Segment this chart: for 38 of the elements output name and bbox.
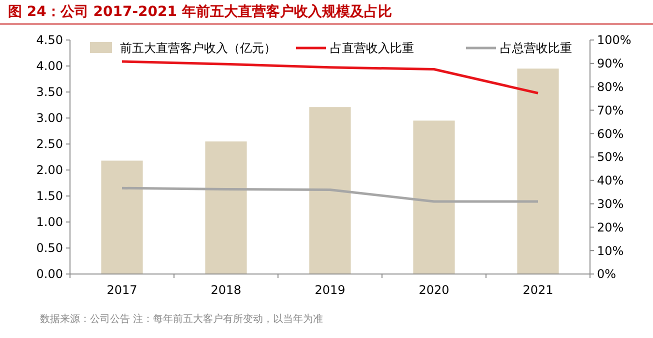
y2-tick-label: 40% <box>597 174 624 188</box>
x-tick-label: 2021 <box>522 283 554 297</box>
y2-tick-label: 60% <box>597 126 624 141</box>
source-note: 数据来源：公司公告 注：每年前五大客户有所变动，以当年为准 <box>40 313 324 325</box>
bar <box>413 120 455 274</box>
y2-tick-label: 50% <box>597 150 624 164</box>
y-tick-label: 0.50 <box>36 241 63 256</box>
y-tick-label: 4.50 <box>36 33 63 48</box>
y2-tick-label: 70% <box>597 103 624 118</box>
legend-label: 前五大直营客户收入（亿元） <box>120 41 276 56</box>
bar <box>101 160 143 274</box>
x-tick-label: 2019 <box>314 283 346 297</box>
y2-tick-label: 90% <box>597 56 624 71</box>
y-tick-label: 1.00 <box>36 215 63 230</box>
y2-tick-label: 80% <box>597 80 624 94</box>
y2-tick-label: 30% <box>597 197 624 211</box>
legend-label: 占直营收入比重 <box>330 41 414 56</box>
y2-tick-label: 10% <box>597 244 624 258</box>
y-tick-label: 2.00 <box>36 163 63 178</box>
y2-tick-label: 20% <box>597 220 624 234</box>
x-tick-label: 2017 <box>106 283 138 297</box>
y-tick-label: 1.50 <box>36 189 63 204</box>
x-tick-label: 2020 <box>418 283 450 297</box>
y2-tick-label: 100% <box>597 33 632 48</box>
line-series <box>120 186 540 203</box>
y-tick-label: 0.00 <box>36 267 63 282</box>
y-tick-label: 4.00 <box>36 59 63 74</box>
bar <box>205 141 247 274</box>
y-tick-label: 3.00 <box>36 111 63 126</box>
y-tick-label: 2.50 <box>36 137 63 152</box>
bar <box>517 68 559 274</box>
y2-tick-label: 0% <box>597 267 616 282</box>
legend-label: 占总营收比重 <box>500 41 572 56</box>
x-tick-label: 2018 <box>210 283 242 297</box>
chart-title: 图 24：公司 2017-2021 年前五大直营客户收入规模及占比 <box>8 3 392 20</box>
line-series <box>120 60 540 94</box>
bar <box>309 107 351 274</box>
y-tick-label: 3.50 <box>36 85 63 100</box>
